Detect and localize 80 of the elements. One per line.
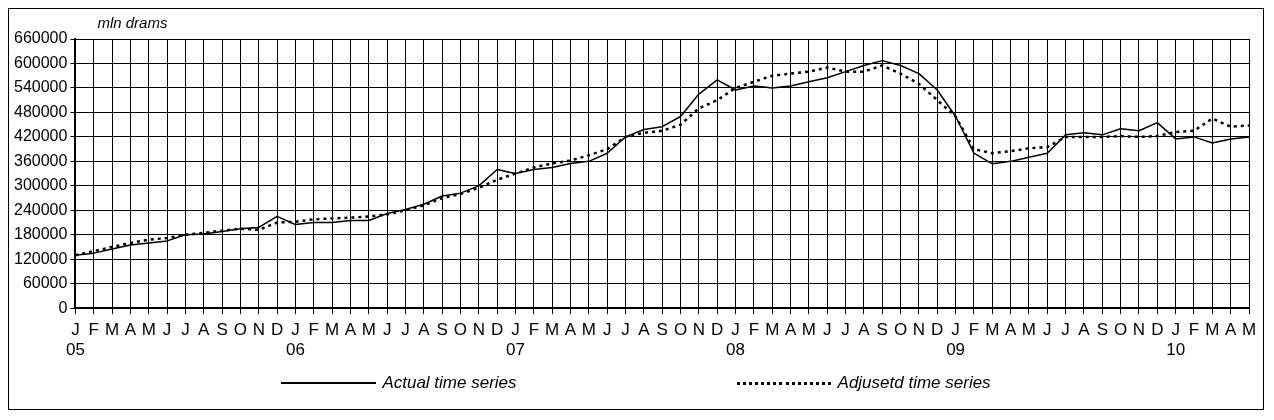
x-tick-label: M [765, 320, 780, 340]
x-tick-label: N [472, 320, 485, 340]
x-tick-label: A [1224, 320, 1237, 340]
y-tick-label: 240000 [14, 200, 68, 218]
y-tick-label: 300000 [14, 176, 68, 194]
x-tick-label: J [602, 320, 612, 340]
x-tick-label: S [656, 320, 668, 340]
x-tick-label: F [88, 320, 99, 340]
x-tick-label: J [841, 320, 850, 340]
y-tick-label: 420000 [14, 127, 68, 145]
y-axis-title: mln drams [97, 13, 168, 31]
x-tick-label: M [581, 320, 596, 340]
y-tick-label: 180000 [14, 225, 68, 243]
y-tick-label: 120000 [14, 249, 68, 267]
x-tick-label: J [1043, 320, 1052, 340]
x-tick-label: F [528, 320, 540, 340]
x-tick-label: M [1021, 320, 1037, 340]
x-tick-label: F [968, 320, 980, 340]
y-tick-label: 0 [58, 298, 68, 316]
x-tick-label: S [216, 320, 228, 340]
x-tick-label: M [141, 320, 156, 340]
x-tick-label: S [876, 320, 888, 340]
x-tick-label: J 09 [946, 320, 966, 360]
x-tick-label: A [638, 320, 651, 340]
legend-label: Adjusetd time series [837, 373, 991, 393]
x-tick-label: D [270, 320, 284, 340]
x-tick-label: N [252, 320, 265, 340]
x-tick-label: J 07 [506, 320, 525, 360]
x-tick-label: A [858, 320, 871, 340]
x-tick-label: A [1078, 320, 1091, 340]
x-tick-label: A [124, 320, 137, 340]
y-tick-label: 600000 [14, 53, 68, 71]
x-tick-label: M [325, 320, 340, 340]
x-tick-label: A [1004, 320, 1017, 340]
x-tick-label: M [361, 320, 376, 340]
x-tick-label: O [673, 320, 688, 340]
x-tick-label: J [1061, 320, 1070, 340]
x-tick-label: J [382, 320, 392, 340]
x-tick-label: D [1151, 320, 1164, 340]
x-tick-label: J [181, 320, 190, 340]
x-tick-label: M [104, 320, 120, 340]
x-tick-label: J [401, 320, 410, 340]
legend-label: Actual time series [382, 373, 517, 393]
x-tick-label: N [692, 320, 706, 340]
x-tick-label: M [545, 320, 560, 340]
x-tick-label: S [1096, 320, 1108, 340]
y-tick-label: 540000 [14, 78, 68, 96]
y-tick-label: 660000 [14, 29, 68, 47]
x-tick-label: S [436, 320, 448, 340]
x-tick-label: M [1241, 320, 1257, 340]
x-tick-label: A [198, 320, 211, 340]
x-tick-label: A [418, 320, 431, 340]
x-tick-label: J [162, 320, 172, 340]
x-tick-label: D [491, 320, 504, 340]
y-tick-label: 60000 [22, 274, 68, 292]
x-tick-label: M [985, 320, 1000, 340]
x-tick-label: N [1132, 320, 1146, 340]
x-tick-label: M [1205, 320, 1220, 340]
x-tick-label: F [748, 320, 760, 340]
x-tick-label: O [1114, 320, 1128, 340]
x-tick-label: O [233, 320, 248, 340]
y-tick-label: 360000 [14, 151, 68, 169]
x-tick-label: N [912, 320, 926, 340]
x-tick-label: F [308, 320, 319, 340]
x-tick-label: D [711, 320, 724, 340]
x-tick-label: J 10 [1166, 320, 1186, 360]
x-tick-label: A [564, 320, 577, 340]
x-tick-label: O [453, 320, 468, 340]
x-tick-label: M [801, 320, 816, 340]
x-tick-label: D [931, 320, 944, 340]
x-tick-label: F [1188, 320, 1200, 340]
x-tick-label: O [893, 320, 908, 340]
x-tick-label: A [784, 320, 797, 340]
x-tick-label: J 05 [65, 320, 85, 360]
x-tick-label: J [621, 320, 630, 340]
y-tick-label: 480000 [14, 102, 68, 120]
x-tick-label: J 06 [285, 320, 305, 360]
x-tick-label: J [822, 320, 832, 340]
x-tick-label: A [344, 320, 357, 340]
x-tick-label: J 08 [726, 320, 746, 360]
